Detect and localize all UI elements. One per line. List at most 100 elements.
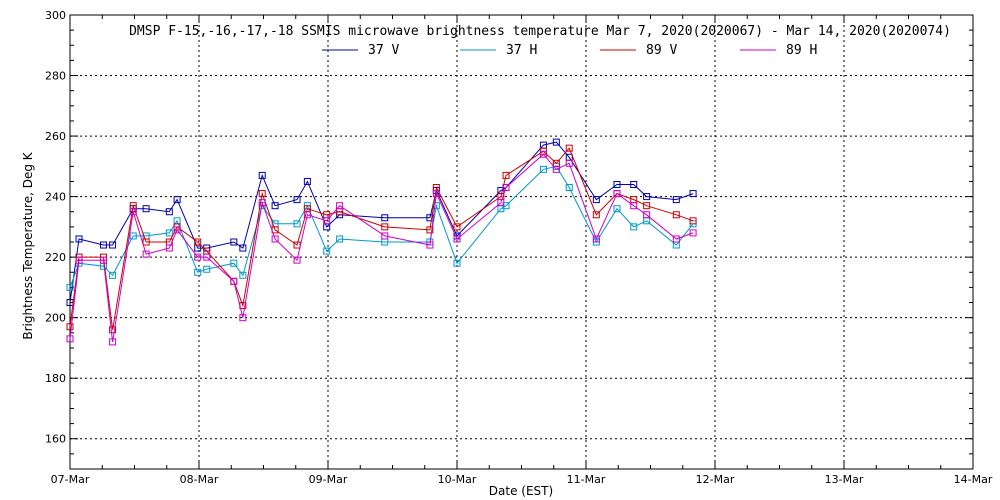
plot-area-frame xyxy=(69,14,974,470)
data-series xyxy=(66,138,697,346)
data-point-37h xyxy=(293,220,301,228)
x-tick-label: 11-Mar xyxy=(567,473,606,486)
data-point-89h xyxy=(129,208,137,216)
data-point-37v xyxy=(165,208,173,216)
series-line-37h xyxy=(69,165,694,288)
data-point-89h xyxy=(323,217,331,225)
axis-ticks: 07-Mar 08-Mar 09-Mar 10-Mar 11-Mar 12-Mar 13-M… xyxy=(45,9,993,486)
chart-title: DMSP F-15,-16,-17,-18 SSMIS microwave br… xyxy=(129,24,951,39)
data-point-89h xyxy=(109,338,117,346)
data-point-37h xyxy=(165,229,173,237)
data-point-37h xyxy=(323,247,331,255)
data-point-89h xyxy=(293,256,301,264)
data-point-37v xyxy=(592,196,600,204)
data-point-37h xyxy=(539,165,547,173)
data-point-37v xyxy=(75,235,83,243)
data-point-37h xyxy=(565,184,573,192)
data-point-89v xyxy=(194,238,202,246)
data-point-89h xyxy=(165,244,173,252)
series-89h xyxy=(66,150,697,346)
data-point-37v xyxy=(109,241,117,249)
data-point-89v xyxy=(381,223,389,231)
data-point-37h xyxy=(453,259,461,267)
data-point-37h xyxy=(129,232,137,240)
data-point-37v xyxy=(271,202,279,210)
x-axis-title: Date (EST) xyxy=(489,484,553,498)
data-point-89h xyxy=(173,226,181,234)
data-point-37h xyxy=(203,265,211,273)
data-point-89h xyxy=(66,335,74,343)
data-point-89v xyxy=(426,226,434,234)
data-point-37v xyxy=(303,177,311,185)
data-point-89v xyxy=(643,202,651,210)
data-point-89h xyxy=(258,199,266,207)
data-point-89v xyxy=(258,190,266,198)
data-point-89h xyxy=(203,253,211,261)
legend: 37 V 37 H 89 V 89 H xyxy=(322,43,817,58)
series-line-89h xyxy=(69,153,694,342)
data-point-37v xyxy=(230,238,238,246)
x-tick-label: 08-Mar xyxy=(180,473,219,486)
legend-label-89h: 89 H xyxy=(786,43,817,58)
data-point-89h xyxy=(194,253,202,261)
data-point-37v xyxy=(643,193,651,201)
data-point-37h xyxy=(239,271,247,279)
data-point-37v xyxy=(293,196,301,204)
data-point-89v xyxy=(453,223,461,231)
data-point-89h xyxy=(453,235,461,243)
data-point-89h xyxy=(142,250,150,258)
data-point-89h xyxy=(643,211,651,219)
series-line-89v xyxy=(69,147,694,330)
data-point-37h xyxy=(66,283,74,291)
y-tick-label: 180 xyxy=(45,372,66,385)
data-point-37h xyxy=(336,235,344,243)
x-tick-label: 13-Mar xyxy=(825,473,864,486)
legend-label-37v: 37 V xyxy=(368,43,399,58)
data-point-37v xyxy=(100,241,108,249)
data-point-89v xyxy=(565,144,573,152)
x-tick-label: 14-Mar xyxy=(954,473,993,486)
y-tick-label: 240 xyxy=(45,191,66,204)
data-point-89h xyxy=(613,190,621,198)
data-point-89v xyxy=(142,238,150,246)
data-point-89v xyxy=(672,211,680,219)
data-point-89v xyxy=(109,326,117,334)
data-point-37v xyxy=(173,196,181,204)
data-point-89h xyxy=(426,241,434,249)
data-point-89v xyxy=(689,217,697,225)
data-point-89h xyxy=(552,165,560,173)
data-point-89h xyxy=(497,199,505,207)
data-point-89h xyxy=(432,190,440,198)
legend-label-37h: 37 H xyxy=(506,43,537,58)
data-point-37v xyxy=(630,180,638,188)
data-point-37v xyxy=(672,196,680,204)
data-point-89h xyxy=(672,235,680,243)
data-point-89h xyxy=(336,202,344,210)
x-tick-label: 12-Mar xyxy=(696,473,735,486)
y-tick-label: 300 xyxy=(45,9,66,22)
data-point-89v xyxy=(66,323,74,331)
y-tick-label: 160 xyxy=(45,433,66,446)
data-point-89h xyxy=(502,184,510,192)
y-tick-label: 260 xyxy=(45,130,66,143)
data-point-37h xyxy=(109,271,117,279)
y-tick-label: 220 xyxy=(45,251,66,264)
data-point-37v xyxy=(381,214,389,222)
series-37v xyxy=(66,138,697,307)
data-point-37v xyxy=(239,244,247,252)
data-point-89h xyxy=(230,277,238,285)
data-point-89h xyxy=(239,314,247,322)
data-point-89h xyxy=(75,256,83,264)
x-tick-label: 10-Mar xyxy=(438,473,477,486)
data-point-89h xyxy=(630,202,638,210)
data-point-89h xyxy=(303,211,311,219)
data-point-89v xyxy=(592,211,600,219)
data-point-37h xyxy=(613,205,621,213)
x-tick-label: 09-Mar xyxy=(309,473,348,486)
data-point-37v xyxy=(689,190,697,198)
data-point-37v xyxy=(258,171,266,179)
data-point-37h xyxy=(630,223,638,231)
data-point-37h xyxy=(230,259,238,267)
data-point-89h xyxy=(565,159,573,167)
